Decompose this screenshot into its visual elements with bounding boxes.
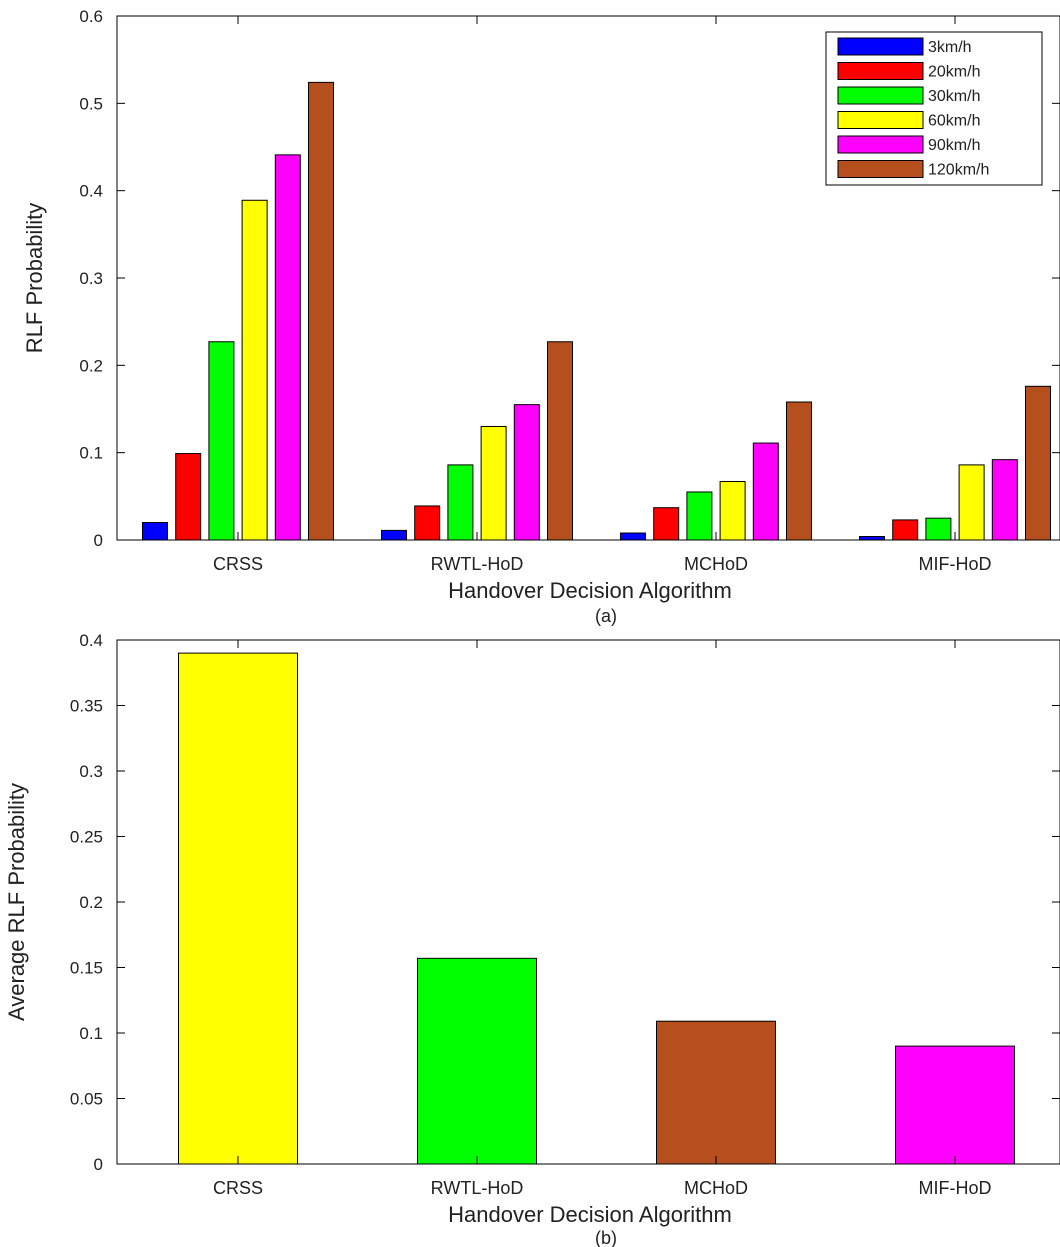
bar-mchod-60km-h [719,480,746,541]
panel-b-y-axis-title: Average RLF Probability [4,783,29,1021]
y-tick-label: 0.25 [70,828,103,847]
legend-label: 90km/h [928,137,980,154]
bar-mchod [656,1020,776,1165]
bar-mif-hod-90km-h [991,459,1018,541]
legend-label: 120km/h [928,162,989,179]
panel-b-chart: 0 0.05 0.1 0.15 0.2 0.25 0.3 0.35 0.4 CRSS RWTL-H… [4,631,1060,1247]
x-tick-label-rwtl-hod: RWTL-HoD [431,1178,524,1198]
bar-mif-hod-60km-h [958,464,985,541]
panel-a-x-ticks: CRSS RWTL-HoD MCHoD MIF-HoD [213,16,992,574]
panel-b-y-ticks: 0 0.05 0.1 0.15 0.2 0.25 0.3 0.35 0.4 [70,631,1060,1174]
legend-swatch [837,135,924,154]
x-tick-label-crss: CRSS [213,1178,263,1198]
y-tick-label: 0.15 [70,959,103,978]
x-tick-label-rwtl-hod: RWTL-HoD [431,554,524,574]
y-tick-label: 0.1 [79,444,103,463]
y-tick-label: 0.5 [79,94,103,113]
x-tick-label-mchod: MCHoD [684,554,748,574]
bar-mif-hod-120km-h [1025,385,1051,541]
bar-crss-20km-h [175,453,202,541]
panel-a-chart: 0 0.1 0.2 0.3 0.4 0.5 0.6 CRSS RWTL-HoD MCHoD MIF… [22,7,1060,626]
y-tick-label: 0.3 [79,762,103,781]
panel-b-bars [178,652,1015,1165]
y-tick-label: 0.6 [79,7,103,26]
bar-mchod-20km-h [653,507,680,541]
bar-crss-60km-h [241,199,268,541]
legend-label: 20km/h [928,64,980,81]
panel-a-x-axis-title: Handover Decision Algorithm [448,578,732,603]
legend-swatch [837,62,924,80]
panel-b-label: (b) [595,1228,617,1247]
y-tick-label: 0.3 [79,269,103,288]
panel-a-label: (a) [595,606,617,626]
legend-swatch [837,37,924,56]
x-tick-label-mif-hod: MIF-HoD [919,1178,992,1198]
bar-mchod-30km-h [686,491,713,541]
bar-mchod-90km-h [752,442,779,541]
y-tick-label: 0.1 [79,1024,103,1043]
bar-crss-90km-h [274,154,301,541]
y-tick-label: 0.05 [70,1090,103,1109]
bar-crss [178,652,298,1165]
bar-mif-hod-20km-h [892,519,919,541]
x-tick-label-mif-hod: MIF-HoD [919,554,992,574]
bar-rwtl-hod-3km-h [381,529,407,541]
legend-label: 3km/h [928,39,972,56]
bar-crss-30km-h [208,341,235,541]
y-tick-label: 0.4 [79,631,103,650]
y-tick-label: 0.4 [79,182,103,201]
y-tick-label: 0 [94,1155,103,1174]
legend-swatch [837,86,924,105]
bar-rwtl-hod-90km-h [513,404,540,541]
y-tick-label: 0.35 [70,697,103,716]
bar-mchod-3km-h [620,532,646,541]
panel-a-legend: 3km/h 20km/h 30km/h 60km/h 90km/h 120km/h [825,31,1043,186]
panel-a-bars [142,81,1051,541]
legend-label: 30km/h [928,88,980,105]
bar-crss-120km-h [308,81,334,541]
bar-rwtl-hod-20km-h [414,505,441,541]
y-tick-label: 0 [94,531,103,550]
bar-rwtl-hod [417,957,537,1165]
panel-b-x-ticks: CRSS RWTL-HoD MCHoD MIF-HoD [213,640,992,1198]
legend-label: 60km/h [928,113,980,130]
legend-swatch [837,160,924,178]
panel-a-y-axis-title: RLF Probability [22,203,47,353]
y-tick-label: 0.2 [79,356,103,375]
legend-box [825,31,1043,186]
bar-mchod-120km-h [786,401,812,541]
bar-rwtl-hod-60km-h [480,425,507,541]
bar-rwtl-hod-120km-h [547,341,573,541]
x-tick-label-mchod: MCHoD [684,1178,748,1198]
panel-a-y-ticks: 0 0.1 0.2 0.3 0.4 0.5 0.6 [79,7,1060,550]
bar-mif-hod-30km-h [925,517,952,541]
bar-crss-3km-h [142,522,168,541]
bar-rwtl-hod-30km-h [447,464,474,541]
y-tick-label: 0.2 [79,893,103,912]
legend-swatch [837,111,924,129]
x-tick-label-crss: CRSS [213,554,263,574]
panel-b-x-axis-title: Handover Decision Algorithm [448,1202,732,1227]
bar-mif-hod-3km-h [859,536,885,541]
bar-mif-hod [895,1045,1015,1165]
